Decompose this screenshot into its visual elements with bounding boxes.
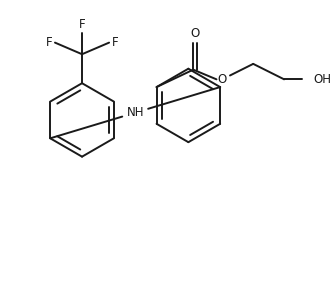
Text: F: F: [112, 36, 119, 49]
Text: F: F: [45, 36, 52, 49]
Text: O: O: [218, 73, 227, 86]
Text: OH: OH: [313, 73, 331, 86]
Text: NH: NH: [126, 106, 144, 119]
Text: O: O: [191, 27, 200, 40]
Text: F: F: [79, 18, 85, 31]
